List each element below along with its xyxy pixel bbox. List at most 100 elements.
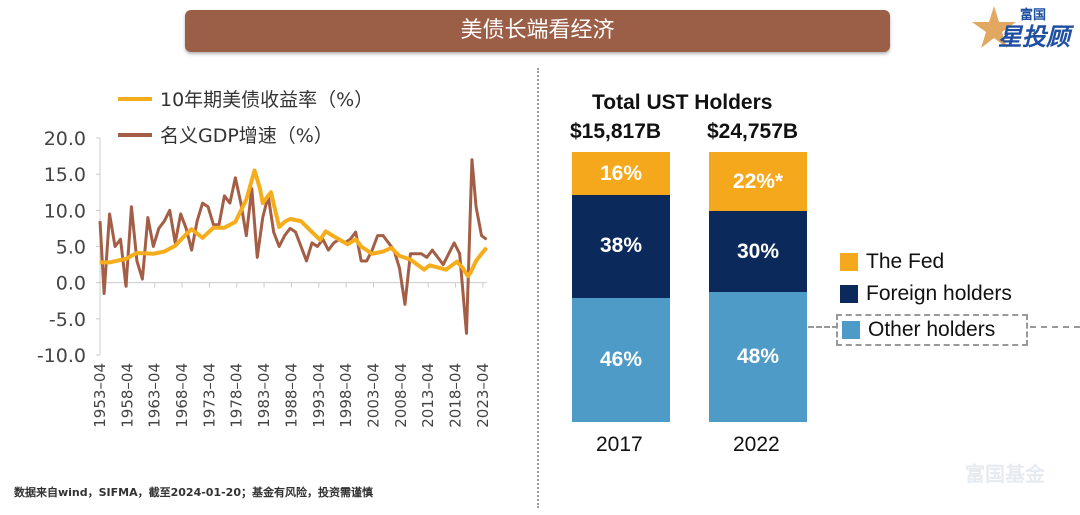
gdp-line-point [218, 224, 220, 226]
stacked-bar-2022: 22%* 30% 48% [709, 152, 807, 422]
gdp-line-point [103, 293, 105, 295]
yield-line-point [423, 269, 425, 271]
yield-line-point [470, 272, 472, 274]
gdp-line-point [404, 303, 406, 305]
yield-line-point [325, 230, 327, 232]
gdp-line-point [278, 246, 280, 247]
gdp-line-point [481, 235, 483, 237]
yield-line-point [481, 253, 483, 255]
gdp-line-point [431, 249, 433, 251]
yield-line-point [409, 259, 411, 261]
yield-line-point [382, 251, 384, 253]
gdp-line-point [185, 227, 187, 229]
x-tick-label: 1958–04 [118, 363, 136, 428]
gdp-line-point [366, 260, 368, 262]
yield-line-point [99, 261, 101, 263]
yield-line-point [254, 170, 256, 172]
gdp-line-point [459, 253, 461, 255]
y-tick-label: 5.0 [56, 237, 86, 259]
bar-segment-fed: 22%* [709, 152, 807, 212]
callout-line [808, 326, 838, 328]
gdp-line-point [371, 249, 373, 251]
yield-line-point [437, 266, 439, 268]
yield-line-point [262, 202, 264, 204]
callout-line [1030, 326, 1080, 328]
category-2022: 2022 [733, 433, 780, 456]
yield-line-point [467, 275, 469, 277]
legend-label-fed: The Fed [866, 250, 945, 273]
yield-line-point [163, 251, 165, 253]
yield-line-point [445, 269, 447, 271]
x-tick-label: 2003–04 [364, 363, 382, 428]
yield-line-point [278, 226, 280, 228]
gdp-line-point [169, 209, 171, 211]
yield-line-point [191, 228, 193, 230]
category-2017: 2017 [596, 433, 643, 456]
gdp-line [98, 158, 488, 335]
bar-chart-title: Total UST Holders [592, 91, 773, 114]
line-chart: 10年期美债收益率（%） 名义GDP增速（%） 20.0 15.0 10.0 5.0 0… [37, 89, 492, 428]
gdp-line-point [114, 246, 116, 247]
x-tick-label: 1983–04 [255, 363, 273, 428]
gdp-line-point [141, 278, 143, 280]
y-tick-label: -10.0 [37, 345, 86, 367]
yield-line-point [109, 261, 111, 263]
gdp-line-point [136, 260, 138, 262]
gdp-line-point [465, 332, 467, 334]
yield-line-point [185, 233, 187, 235]
yield-line-point [284, 221, 286, 223]
source-note: 数据来自wind，SIFMA，截至2024-01-20；基金有风险，投资需谨慎 [14, 486, 373, 499]
yield-line-point [456, 261, 458, 263]
bar-segment-other: 46% [572, 297, 670, 422]
page-title: 美债长端看经济 [185, 10, 890, 52]
legend-label-other: Other holders [868, 318, 996, 341]
y-tick-label: 15.0 [44, 164, 86, 186]
legend-label-foreign: Foreign holders [866, 282, 1012, 305]
gdp-line-point [327, 249, 329, 251]
y-tick-label: 10.0 [44, 200, 86, 222]
legend-swatch-foreign [840, 285, 858, 303]
x-tick-label: 2018–04 [447, 363, 465, 428]
gdp-line-point [305, 260, 307, 262]
yield-line-point [234, 221, 236, 223]
gdp-line-point [475, 206, 477, 208]
yield-line-point [213, 227, 215, 229]
bar-segment-other: 48% [709, 292, 807, 422]
gdp-line-point [284, 235, 286, 237]
gdp-line-point [453, 242, 455, 244]
x-tick-label: 1973–04 [200, 363, 218, 428]
yield-line-point [223, 227, 225, 229]
yield-line-point [300, 220, 302, 222]
y-tick-label: -5.0 [49, 309, 86, 331]
x-tick-label: 1978–04 [228, 363, 246, 428]
svg-text:富国: 富国 [1020, 7, 1046, 23]
legend-swatch-other [842, 321, 860, 339]
gdp-line-point [256, 256, 258, 258]
gdp-line-point [426, 256, 428, 258]
section-divider [537, 68, 539, 508]
total-2017: $15,817B [570, 120, 662, 143]
y-tick-label: 20.0 [44, 128, 86, 150]
yield-line-point [429, 264, 431, 266]
yield-line-point [259, 188, 261, 190]
gdp-line-point [300, 246, 302, 247]
gdp-line-point [99, 220, 101, 222]
gdp-line-point [442, 264, 444, 266]
gdp-line-point [262, 217, 264, 219]
total-2022: $24,757B [707, 120, 799, 143]
yield-line-point [333, 235, 335, 237]
gdp-line-point [360, 260, 362, 262]
gdp-line-point [377, 235, 379, 237]
chart-legend: 10年期美债收益率（%） 名义GDP增速（%） [118, 89, 373, 147]
gdp-line-point [437, 256, 439, 258]
yield-line-point [136, 252, 138, 254]
yield-line-point [311, 231, 313, 233]
yield-line-point [371, 253, 373, 255]
gdp-line-point [316, 246, 318, 247]
gdp-line-point [398, 267, 400, 269]
gdp-line-point [409, 253, 411, 255]
x-tick-label: 1953–04 [91, 363, 109, 428]
gdp-line-point [245, 235, 247, 237]
gdp-line-point [388, 242, 390, 244]
brand-logo: 富国 星投顾 [972, 6, 1075, 50]
